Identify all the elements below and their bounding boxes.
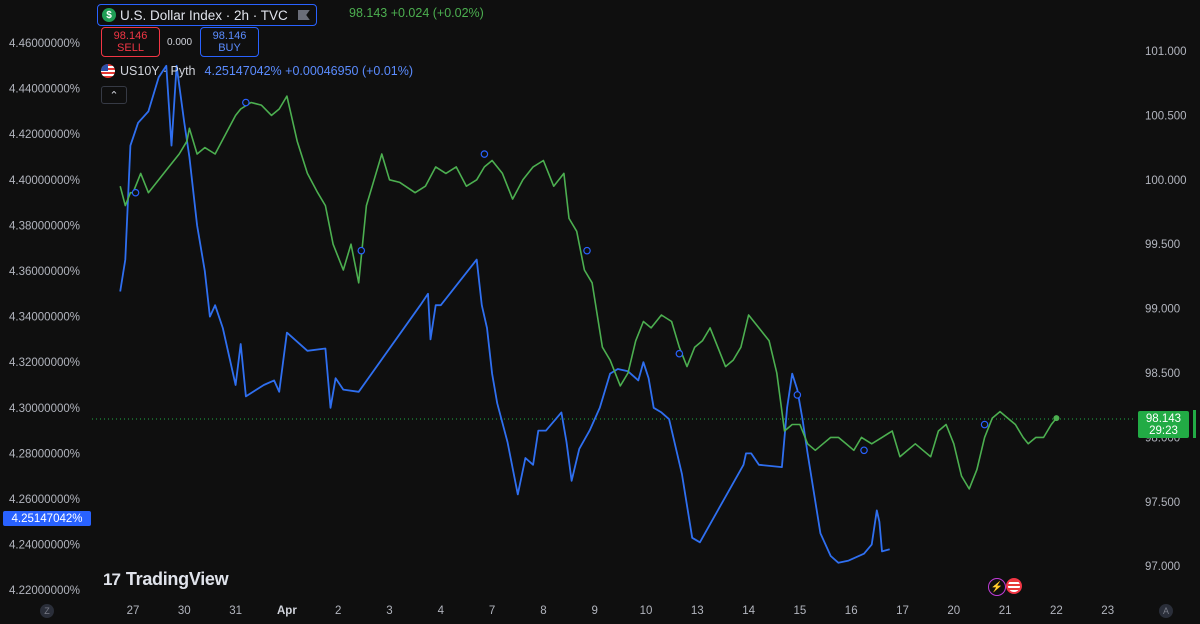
primary-symbol-title: U.S. Dollar Index · 2h · TVC [120, 7, 288, 23]
sell-button[interactable]: 98.146 SELL [101, 27, 160, 57]
right-tick-label: 97.500 [1145, 497, 1180, 509]
right-tick-label: 98.500 [1145, 368, 1180, 380]
tradingview-logo-icon: 17 [103, 569, 121, 589]
event-marker [480, 150, 489, 158]
left-tick-label: 4.22000000% [9, 585, 80, 597]
left-tick-label: 4.34000000% [9, 312, 80, 324]
us10y-current-label: 4.25147042% [3, 511, 91, 526]
left-tick-label: 4.30000000% [9, 403, 80, 415]
time-tick-label: 30 [178, 605, 191, 617]
left-tick-label: 4.32000000% [9, 357, 80, 369]
right-tick-label: 101.000 [1145, 46, 1187, 58]
sell-price: 98.146 [113, 30, 148, 42]
buy-price: 98.146 [212, 30, 247, 42]
time-tick-label: Apr [277, 605, 297, 617]
time-tick-label: 15 [794, 605, 807, 617]
auto-scale-button[interactable]: A [1159, 604, 1173, 618]
primary-symbol-legend[interactable]: $ U.S. Dollar Index · 2h · TVC [97, 4, 317, 26]
time-tick-label: 4 [438, 605, 445, 617]
left-tick-label: 4.46000000% [9, 38, 80, 50]
us-flag-icon [101, 64, 115, 78]
left-tick-label: 4.36000000% [9, 266, 80, 278]
zoom-button[interactable]: Z [40, 604, 54, 618]
secondary-symbol-name: US10Y · Pyth [120, 64, 196, 78]
right-tick-label: 99.000 [1145, 304, 1180, 316]
dxy-current-label: 98.143 29:23 [1138, 411, 1189, 438]
time-tick-label: 9 [591, 605, 597, 617]
dollar-icon: $ [102, 8, 116, 22]
time-tick-label: 7 [489, 605, 495, 617]
time-tick-label: 3 [386, 605, 392, 617]
event-marker [131, 188, 140, 197]
collapse-legend-button[interactable]: ⌃ [101, 86, 127, 104]
sell-label: SELL [117, 42, 144, 54]
price-scale-edge-marker [1193, 410, 1196, 438]
left-tick-label: 4.40000000% [9, 175, 80, 187]
left-tick-label: 4.28000000% [9, 448, 80, 460]
left-tick-label: 4.38000000% [9, 220, 80, 232]
time-tick-label: 17 [896, 605, 909, 617]
event-marker [583, 246, 591, 255]
secondary-symbol-legend[interactable]: US10Y · Pyth 4.25147042% +0.00046950 (+0… [101, 64, 413, 78]
left-tick-label: 4.24000000% [9, 540, 80, 552]
event-marker [357, 246, 366, 255]
dxy-last-point [1053, 415, 1060, 422]
time-tick-label: 23 [1101, 605, 1114, 617]
left-tick-label: 4.42000000% [9, 129, 80, 141]
left-axis: 4.46000000% 4.44000000% 4.42000000% 4.40000… [9, 38, 80, 597]
lightning-icon[interactable]: ⚡ [988, 578, 1006, 596]
tradingview-logo[interactable]: 17 TradingView [103, 569, 229, 590]
time-tick-label: 21 [999, 605, 1012, 617]
right-tick-label: 100.500 [1145, 110, 1187, 122]
us-event-icon[interactable] [1006, 578, 1022, 594]
bar-countdown: 29:23 [1149, 424, 1178, 437]
event-marker [242, 98, 250, 107]
primary-values: 98.143 +0.024 (+0.02%) [349, 6, 484, 20]
buy-label: BUY [218, 42, 241, 54]
right-tick-label: 99.500 [1145, 239, 1180, 251]
left-tick-label: 4.44000000% [9, 84, 80, 96]
dxy-series-line [119, 95, 1058, 490]
time-tick-label: 2 [335, 605, 341, 617]
flag-icon[interactable] [297, 10, 310, 20]
time-tick-label: 16 [845, 605, 858, 617]
spread-value: 0.000 [167, 37, 193, 48]
time-tick-label: 22 [1050, 605, 1063, 617]
time-tick-label: 31 [229, 605, 242, 617]
event-marker [980, 420, 989, 429]
secondary-values: 4.25147042% +0.00046950 (+0.01%) [204, 64, 414, 78]
time-tick-label: 8 [540, 605, 546, 617]
time-tick-label: 20 [947, 605, 960, 617]
dxy-current-price: 98.143 [1145, 412, 1182, 425]
tradingview-logo-text: TradingView [125, 569, 229, 589]
time-tick-label: 14 [742, 605, 755, 617]
right-axis: 101.000 100.500 100.000 99.500 99.000 98.500 9… [1145, 46, 1187, 573]
time-tick-label: 27 [127, 605, 140, 617]
time-tick-label: 13 [691, 605, 704, 617]
right-tick-label: 97.000 [1145, 561, 1180, 573]
buy-button[interactable]: 98.146 BUY [200, 27, 259, 57]
left-tick-label: 4.26000000% [9, 494, 80, 506]
event-markers [131, 98, 989, 455]
right-tick-label: 100.000 [1145, 175, 1187, 187]
event-marker [793, 391, 802, 399]
time-tick-label: 10 [640, 605, 653, 617]
event-marker [860, 446, 868, 455]
time-axis: 27 30 31 Apr 2 3 4 7 8 9 10 13 14 15 16 17 20 21 22 23 [127, 605, 1114, 617]
us10y-series-line [119, 64, 890, 564]
event-marker [675, 349, 684, 358]
